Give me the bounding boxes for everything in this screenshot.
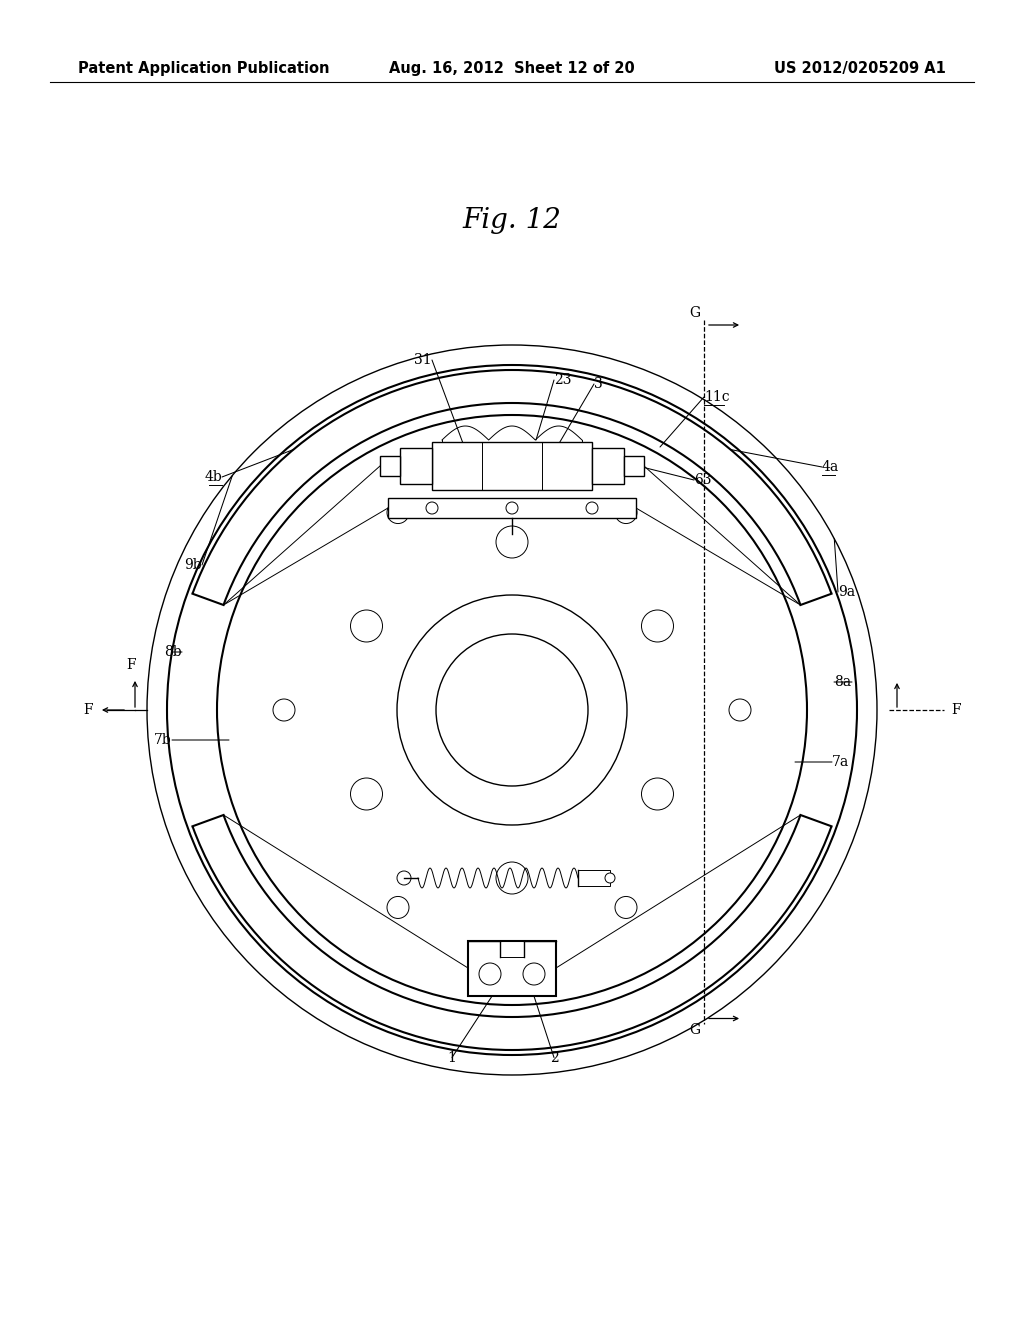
Circle shape	[217, 414, 807, 1005]
Bar	[400, 447, 432, 484]
Text: 7b: 7b	[155, 733, 172, 747]
Circle shape	[506, 502, 518, 513]
Text: 8a: 8a	[834, 675, 851, 689]
Circle shape	[426, 502, 438, 513]
Text: F: F	[126, 657, 136, 672]
Text: 1: 1	[447, 1051, 457, 1064]
Circle shape	[167, 366, 857, 1055]
Text: F: F	[83, 704, 93, 717]
Circle shape	[615, 896, 637, 919]
Text: 9a: 9a	[838, 585, 855, 599]
Circle shape	[605, 873, 615, 883]
Text: Patent Application Publication: Patent Application Publication	[78, 61, 330, 75]
Circle shape	[273, 700, 295, 721]
Circle shape	[147, 345, 877, 1074]
Circle shape	[436, 634, 588, 785]
Bar	[578, 870, 610, 886]
Text: Fig. 12: Fig. 12	[463, 206, 561, 234]
Text: 31: 31	[415, 352, 432, 367]
Text: 63: 63	[694, 473, 712, 487]
Circle shape	[350, 777, 383, 810]
Bar	[468, 940, 556, 995]
Text: Aug. 16, 2012  Sheet 12 of 20: Aug. 16, 2012 Sheet 12 of 20	[389, 61, 635, 75]
Circle shape	[387, 502, 409, 524]
Circle shape	[397, 871, 411, 884]
Text: 4b: 4b	[204, 470, 222, 484]
Text: 4a: 4a	[822, 459, 840, 474]
Circle shape	[641, 777, 674, 810]
Bar	[380, 455, 400, 477]
Text: F: F	[951, 704, 961, 717]
Circle shape	[496, 862, 528, 894]
Circle shape	[479, 964, 501, 985]
Text: US 2012/0205209 A1: US 2012/0205209 A1	[774, 61, 946, 75]
Circle shape	[387, 896, 409, 919]
Bar	[624, 455, 644, 477]
Text: 3: 3	[594, 378, 603, 391]
Bar	[592, 447, 624, 484]
Text: 2: 2	[550, 1051, 558, 1064]
Circle shape	[350, 610, 383, 642]
Circle shape	[397, 595, 627, 825]
Text: G: G	[689, 1023, 700, 1038]
Text: 11c: 11c	[705, 389, 730, 404]
Circle shape	[615, 502, 637, 524]
Circle shape	[586, 502, 598, 513]
Text: G: G	[689, 306, 700, 319]
Circle shape	[496, 525, 528, 558]
Bar	[388, 498, 636, 517]
Circle shape	[523, 964, 545, 985]
Text: 23: 23	[554, 374, 571, 387]
Circle shape	[729, 700, 751, 721]
Text: 8b: 8b	[165, 645, 182, 659]
Bar	[432, 442, 592, 490]
Text: 9b: 9b	[184, 558, 202, 572]
Circle shape	[641, 610, 674, 642]
Text: 7a: 7a	[831, 755, 849, 770]
